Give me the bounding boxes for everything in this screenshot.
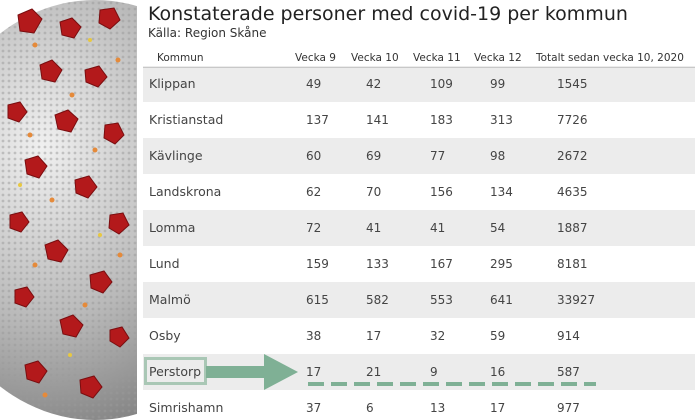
- value-cell: 141: [366, 113, 389, 127]
- value-cell: 13: [430, 401, 446, 415]
- dashed-underline: [308, 382, 596, 386]
- total-cell: 33927: [557, 293, 596, 307]
- value-cell: 99: [490, 77, 506, 91]
- kommun-cell: Simrishamn: [149, 400, 224, 415]
- value-cell: 32: [430, 329, 446, 343]
- kommun-cell: Landskrona: [149, 184, 222, 199]
- value-cell: 72: [306, 221, 322, 235]
- value-cell: 42: [366, 77, 382, 91]
- table-header-row: Kommun Vecka 9 Vecka 10 Vecka 11 Vecka 1…: [143, 48, 695, 68]
- value-cell: 6: [366, 401, 374, 415]
- value-cell: 38: [306, 329, 322, 343]
- chart-title: Konstaterade personer med covid-19 per k…: [148, 3, 628, 25]
- total-cell: 1545: [557, 77, 588, 91]
- total-cell: 4635: [557, 185, 588, 199]
- table-row: Lund 159 133 167 295 8181: [143, 246, 695, 282]
- kommun-cell: Kristianstad: [149, 112, 224, 127]
- value-cell: 133: [366, 257, 389, 271]
- value-cell: 16: [490, 365, 506, 379]
- value-cell: 70: [366, 185, 382, 199]
- value-cell: 156: [430, 185, 453, 199]
- total-cell: 7726: [557, 113, 588, 127]
- value-cell: 553: [430, 293, 453, 307]
- column-header: Totalt sedan vecka 10, 2020: [536, 52, 684, 64]
- value-cell: 54: [490, 221, 506, 235]
- total-cell: 1887: [557, 221, 588, 235]
- total-cell: 977: [557, 401, 580, 415]
- source-label: Källa: Region Skåne: [148, 26, 267, 40]
- column-header: Vecka 9: [295, 52, 336, 64]
- virus-icon: [0, 0, 137, 420]
- coronavirus-illustration: [0, 0, 137, 420]
- value-cell: 313: [490, 113, 513, 127]
- value-cell: 17: [490, 401, 506, 415]
- table-row: Klippan 49 42 109 99 1545: [143, 66, 695, 102]
- value-cell: 641: [490, 293, 513, 307]
- value-cell: 582: [366, 293, 389, 307]
- value-cell: 41: [430, 221, 446, 235]
- value-cell: 98: [490, 149, 506, 163]
- kommun-cell: Perstorp: [149, 364, 202, 379]
- value-cell: 9: [430, 365, 438, 379]
- row-gap-dashes: [242, 206, 430, 210]
- total-cell: 2672: [557, 149, 588, 163]
- header-divider: [143, 67, 695, 68]
- value-cell: 17: [366, 329, 382, 343]
- value-cell: 21: [366, 365, 382, 379]
- column-header: Vecka 12: [474, 52, 522, 64]
- value-cell: 37: [306, 401, 322, 415]
- value-cell: 60: [306, 149, 322, 163]
- value-cell: 159: [306, 257, 329, 271]
- table-row: Kävlinge 60 69 77 98 2672: [143, 138, 695, 174]
- total-cell: 8181: [557, 257, 588, 271]
- value-cell: 137: [306, 113, 329, 127]
- table-row: Kristianstad 137 141 183 313 7726: [143, 102, 695, 138]
- column-header: Vecka 10: [351, 52, 399, 64]
- value-cell: 615: [306, 293, 329, 307]
- kommun-cell: Osby: [149, 328, 181, 343]
- value-cell: 49: [306, 77, 322, 91]
- value-cell: 17: [306, 365, 322, 379]
- table-row: Lomma 72 41 41 54 1887: [143, 210, 695, 246]
- table-row: Malmö 615 582 553 641 33927: [143, 282, 695, 318]
- value-cell: 295: [490, 257, 513, 271]
- total-cell: 587: [557, 365, 580, 379]
- value-cell: 183: [430, 113, 453, 127]
- highlight-box: [144, 357, 207, 385]
- kommun-cell: Malmö: [149, 292, 191, 307]
- value-cell: 167: [430, 257, 453, 271]
- kommun-cell: Lund: [149, 256, 180, 271]
- column-header: Kommun: [157, 52, 204, 64]
- value-cell: 109: [430, 77, 453, 91]
- value-cell: 41: [366, 221, 382, 235]
- kommun-cell: Lomma: [149, 220, 196, 235]
- total-cell: 914: [557, 329, 580, 343]
- arrow-icon: [206, 354, 298, 390]
- table-row: Simrishamn 37 6 13 17 977: [143, 390, 695, 420]
- column-header: Vecka 11: [413, 52, 461, 64]
- value-cell: 62: [306, 185, 322, 199]
- kommun-cell: Klippan: [149, 76, 196, 91]
- table-row: Osby 38 17 32 59 914: [143, 318, 695, 354]
- value-cell: 134: [490, 185, 513, 199]
- value-cell: 59: [490, 329, 506, 343]
- value-cell: 69: [366, 149, 382, 163]
- table-row: Landskrona 62 70 156 134 4635: [143, 174, 695, 210]
- value-cell: 77: [430, 149, 446, 163]
- kommun-cell: Kävlinge: [149, 148, 203, 163]
